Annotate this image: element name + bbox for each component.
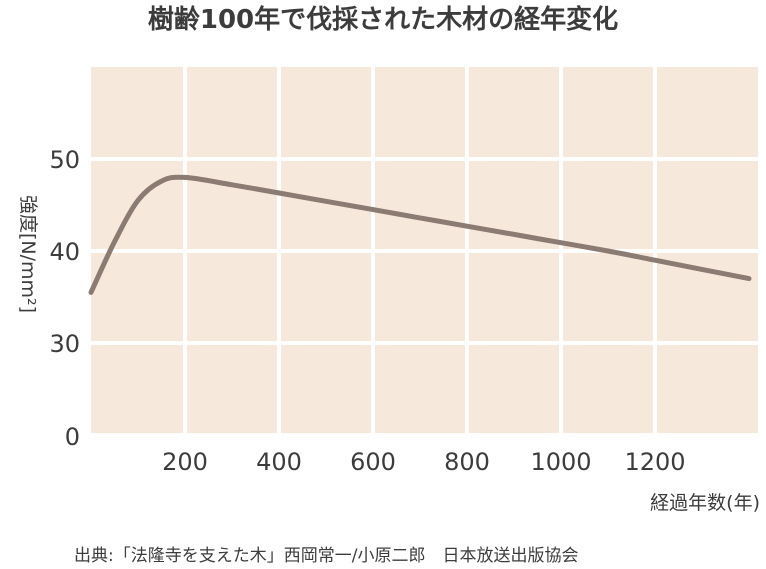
x-tick-label: 600	[350, 448, 396, 476]
x-axis-label: 経過年数(年)	[650, 492, 760, 514]
x-tick-label: 800	[444, 448, 490, 476]
y-axis-ticks: 0 30 40 50	[49, 146, 80, 451]
grid	[91, 67, 758, 433]
y-tick-label: 50	[49, 146, 80, 174]
source-note: 出典:「法隆寺を支えた木」西岡常一/小原二郎 日本放送出版協会	[74, 546, 578, 566]
series-line	[88, 174, 752, 295]
x-axis-ticks: 200 400 600 800 1000 1200	[162, 448, 685, 476]
y-tick-label: 30	[49, 330, 80, 358]
y-axis-label: 強度[N/mm²]	[17, 195, 39, 313]
y-tick-label: 0	[65, 423, 80, 451]
x-tick-label: 400	[256, 448, 302, 476]
x-tick-label: 200	[162, 448, 208, 476]
x-tick-label: 1200	[624, 448, 685, 476]
x-tick-label: 1000	[530, 448, 591, 476]
chart-title: 樹齢100年で伐採された木材の経年変化	[148, 4, 618, 35]
y-tick-label: 40	[49, 238, 80, 266]
